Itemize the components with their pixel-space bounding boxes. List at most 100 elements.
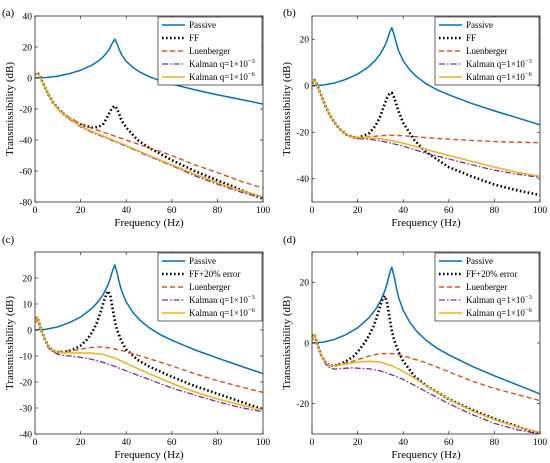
x-tick-label: 0 <box>310 438 315 448</box>
legend-exponent: −6 <box>525 307 533 314</box>
legend-exponent: −3 <box>248 294 255 301</box>
panel-3: 0 20 40 60 80 100 -40 -30 -20 -10 0 10 20 Frequency (… <box>2 234 270 461</box>
x-tick-label: 60 <box>444 438 454 448</box>
y-axis-label: Transmissibility (dB) <box>4 296 16 390</box>
legend-label: Kalman q=1×10−3 <box>189 294 255 305</box>
y-axis-label: Transmissibility (dB) <box>281 296 293 390</box>
y-tick-label: -20 <box>19 378 32 388</box>
legend-exponent: −6 <box>248 71 256 78</box>
legend-label: Kalman q=1×10−3 <box>466 58 532 69</box>
series-line-kalman2 <box>35 316 263 411</box>
x-tick-label: 0 <box>33 206 38 216</box>
legend-label: Luenberger <box>189 282 230 292</box>
legend-label: Kalman q=1×10−6 <box>189 71 256 82</box>
x-axis-label: Frequency (Hz) <box>114 449 184 461</box>
legend-exponent: −3 <box>248 58 255 65</box>
legend-label: Kalman q=1×10−3 <box>466 294 532 305</box>
y-tick-label: -20 <box>296 400 309 410</box>
y-tick-label: -40 <box>19 136 32 146</box>
x-tick-label: 20 <box>76 206 86 216</box>
x-axis-label: Frequency (Hz) <box>391 217 461 229</box>
legend-label: Passive <box>466 256 493 266</box>
y-tick-label: 20 <box>300 279 310 289</box>
legend-box <box>434 16 540 86</box>
legend-label: Passive <box>189 256 216 266</box>
panel-tag: (b) <box>283 7 296 19</box>
x-tick-label: 60 <box>167 438 177 448</box>
y-tick-label: 20 <box>300 36 310 46</box>
series-line-passive <box>312 266 540 395</box>
y-tick-label: -40 <box>296 175 309 185</box>
axes-box <box>34 251 264 435</box>
y-tick-label: 0 <box>304 339 309 349</box>
y-tick-label: 0 <box>304 82 309 92</box>
x-tick-label: 80 <box>490 206 500 216</box>
legend-label: Kalman q=1×10−6 <box>466 71 533 82</box>
legend-exponent: −3 <box>525 294 532 301</box>
legend: Passive FF Luenberger Kalman q=1×10−3 Kalman… <box>157 16 263 86</box>
series-group <box>312 26 540 197</box>
y-tick-label: -80 <box>19 198 32 208</box>
legend-label: Luenberger <box>466 46 507 56</box>
panel-tag: (a) <box>2 7 15 19</box>
y-tick-label: -20 <box>296 129 309 139</box>
series-line-passive <box>35 264 263 375</box>
y-tick-label: 20 <box>23 274 33 284</box>
panel-4: 0 20 40 60 80 100 -20 0 20 Frequency (Hz) Transmis… <box>281 234 547 461</box>
panel-tag: (c) <box>2 234 15 246</box>
x-tick-label: 80 <box>213 438 223 448</box>
legend-label: Luenberger <box>189 46 230 56</box>
x-tick-label: 100 <box>533 206 548 216</box>
series-line-kalman2 <box>35 72 263 198</box>
legend-box <box>434 252 540 322</box>
legend-box <box>157 16 263 86</box>
legend-label: Luenberger <box>466 282 507 292</box>
x-tick-label: 100 <box>256 438 271 448</box>
legend-exponent: −3 <box>525 58 532 65</box>
x-tick-label: 40 <box>121 206 131 216</box>
x-tick-label: 20 <box>353 438 363 448</box>
panel-tag: (d) <box>283 234 296 246</box>
legend-label: FF+20% error <box>189 269 240 279</box>
series-group <box>35 264 263 413</box>
y-tick-label: 0 <box>27 326 32 336</box>
y-axis-label: Transmissibility (dB) <box>4 62 16 156</box>
x-tick-label: 40 <box>398 438 408 448</box>
legend-box <box>157 252 263 322</box>
x-tick-label: 60 <box>444 206 454 216</box>
x-tick-label: 80 <box>213 206 223 216</box>
legend-label: FF <box>466 33 476 43</box>
panel-2: 0 20 40 60 80 100 -40 -20 0 20 Frequency (Hz) Trans… <box>281 7 547 229</box>
x-tick-label: 40 <box>398 206 408 216</box>
y-tick-label: -20 <box>19 105 32 115</box>
x-tick-label: 80 <box>490 438 500 448</box>
legend-exponent: −6 <box>248 307 256 314</box>
x-tick-label: 0 <box>310 206 315 216</box>
y-axis-label: Transmissibility (dB) <box>281 62 293 156</box>
x-axis-label: Frequency (Hz) <box>114 217 184 229</box>
series-line-kalman2 <box>312 79 540 178</box>
x-tick-label: 100 <box>533 438 548 448</box>
legend-label: Kalman q=1×10−6 <box>466 307 533 318</box>
legend-exponent: −6 <box>525 71 533 78</box>
x-tick-label: 40 <box>121 438 131 448</box>
x-axis-label: Frequency (Hz) <box>391 449 461 461</box>
series-line-passive <box>312 26 540 126</box>
y-tick-label: 0 <box>27 74 32 84</box>
legend: Passive FF Luenberger Kalman q=1×10−3 Kalman… <box>434 16 540 86</box>
x-tick-label: 100 <box>256 206 271 216</box>
y-tick-label: -60 <box>19 167 32 177</box>
legend-label: Passive <box>466 20 493 30</box>
x-tick-label: 20 <box>76 438 86 448</box>
legend: Passive FF+20% error Luenberger Kalman q=1×… <box>157 252 263 322</box>
axes-box <box>311 15 541 203</box>
legend-label: FF+20% error <box>466 269 517 279</box>
y-tick-label: 10 <box>23 300 33 310</box>
y-tick-label: -10 <box>19 352 32 362</box>
y-tick-label: 40 <box>23 12 33 22</box>
series-group <box>312 266 540 434</box>
legend-label: Kalman q=1×10−6 <box>189 307 256 318</box>
x-tick-label: 0 <box>33 438 38 448</box>
